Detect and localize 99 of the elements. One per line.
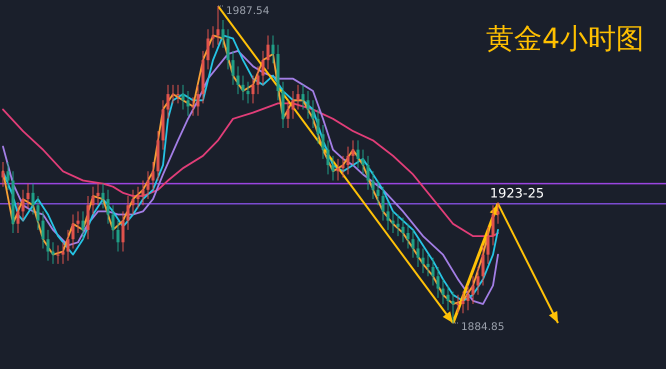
candlestick xyxy=(252,75,254,104)
candlestick xyxy=(82,210,84,240)
candlestick xyxy=(26,183,30,209)
candlestick xyxy=(292,90,294,120)
candlestick xyxy=(16,202,20,234)
candlestick xyxy=(356,140,360,169)
candlestick xyxy=(426,254,430,277)
candlestick xyxy=(396,214,400,237)
candlestick xyxy=(186,90,190,116)
candlestick xyxy=(222,20,224,48)
candlestick xyxy=(386,202,390,230)
candlestick xyxy=(166,84,170,120)
candlestick xyxy=(496,202,500,224)
candlestick xyxy=(306,90,310,120)
candlestick xyxy=(446,284,450,311)
candlestick xyxy=(116,220,120,252)
candlestick xyxy=(422,248,424,274)
candlestick xyxy=(432,257,434,286)
candlestick xyxy=(72,214,74,249)
candlestick xyxy=(182,84,184,110)
candlestick xyxy=(236,66,240,95)
candlestick xyxy=(476,266,480,296)
candlestick xyxy=(312,100,314,129)
candlestick xyxy=(126,195,130,230)
candlestick xyxy=(206,28,210,70)
candlestick xyxy=(142,180,144,206)
candlestick xyxy=(56,244,60,264)
candlestick xyxy=(392,210,394,234)
candlestick xyxy=(472,276,474,305)
candlestick xyxy=(216,6,220,46)
candlestick xyxy=(132,189,134,215)
ref-line-label: 1923-25 xyxy=(490,186,544,202)
candlestick xyxy=(412,229,414,258)
candlestick xyxy=(2,162,4,188)
candlestick xyxy=(32,183,34,215)
candlestick xyxy=(96,183,100,206)
candlestick xyxy=(322,124,324,160)
candlestick xyxy=(172,84,174,104)
candlestick xyxy=(302,84,304,110)
candlestick xyxy=(342,155,344,178)
candlestick xyxy=(402,217,404,243)
candlestick xyxy=(42,210,44,249)
candlestick xyxy=(66,229,70,262)
candlestick xyxy=(486,226,490,264)
candlestick xyxy=(122,210,124,252)
candlestick xyxy=(352,140,354,166)
candlestick xyxy=(6,162,10,190)
candlestick xyxy=(372,170,374,200)
annotation: 1987.54 xyxy=(218,5,270,17)
candlestick xyxy=(366,155,370,190)
candlestick xyxy=(296,84,300,110)
candlestick xyxy=(266,34,270,70)
candlestick xyxy=(482,244,484,286)
candlestick xyxy=(212,26,214,48)
candlestick xyxy=(326,140,330,175)
candlestick xyxy=(36,195,40,230)
candlestick xyxy=(62,242,64,264)
candlestick xyxy=(102,183,104,209)
candlestick xyxy=(466,284,470,311)
candlestick xyxy=(242,75,244,101)
candlestick xyxy=(286,100,290,129)
candlestick xyxy=(106,189,110,224)
candlestick xyxy=(22,189,24,222)
candlestick xyxy=(376,180,380,206)
candlestick xyxy=(46,229,50,262)
candlestick xyxy=(136,186,140,209)
annotation: 1987.54 xyxy=(226,5,270,17)
text: 黄金4小时图 xyxy=(486,22,644,55)
candlestick xyxy=(256,66,260,95)
candlestick xyxy=(442,278,444,305)
candlestick xyxy=(452,291,454,324)
candlestick xyxy=(146,170,150,200)
candlestick xyxy=(336,158,340,182)
candlestick xyxy=(152,162,154,190)
annotation: 1884.85 xyxy=(452,321,504,333)
candlestick xyxy=(436,266,440,298)
candlestick xyxy=(316,109,320,144)
candlestick xyxy=(462,291,464,314)
candlestick xyxy=(176,84,180,104)
candlestick xyxy=(492,204,494,246)
candlestick xyxy=(416,238,420,268)
candlestick xyxy=(246,81,250,104)
candlestick xyxy=(112,204,114,240)
candlestick xyxy=(92,186,94,215)
candlestick xyxy=(332,155,334,182)
candlestick xyxy=(76,210,80,234)
candlestick xyxy=(346,146,350,175)
candlestick xyxy=(196,84,200,116)
candlestick xyxy=(262,50,264,86)
candlestick xyxy=(406,223,410,249)
annotation: 1884.85 xyxy=(461,321,504,333)
candlestick xyxy=(232,50,234,86)
candlestick xyxy=(456,294,460,314)
candlestick xyxy=(52,242,54,264)
candlestick xyxy=(272,34,274,64)
candlestick xyxy=(192,96,194,116)
candlestick xyxy=(382,186,384,222)
candlestick xyxy=(362,149,364,175)
candlestick xyxy=(226,28,230,70)
